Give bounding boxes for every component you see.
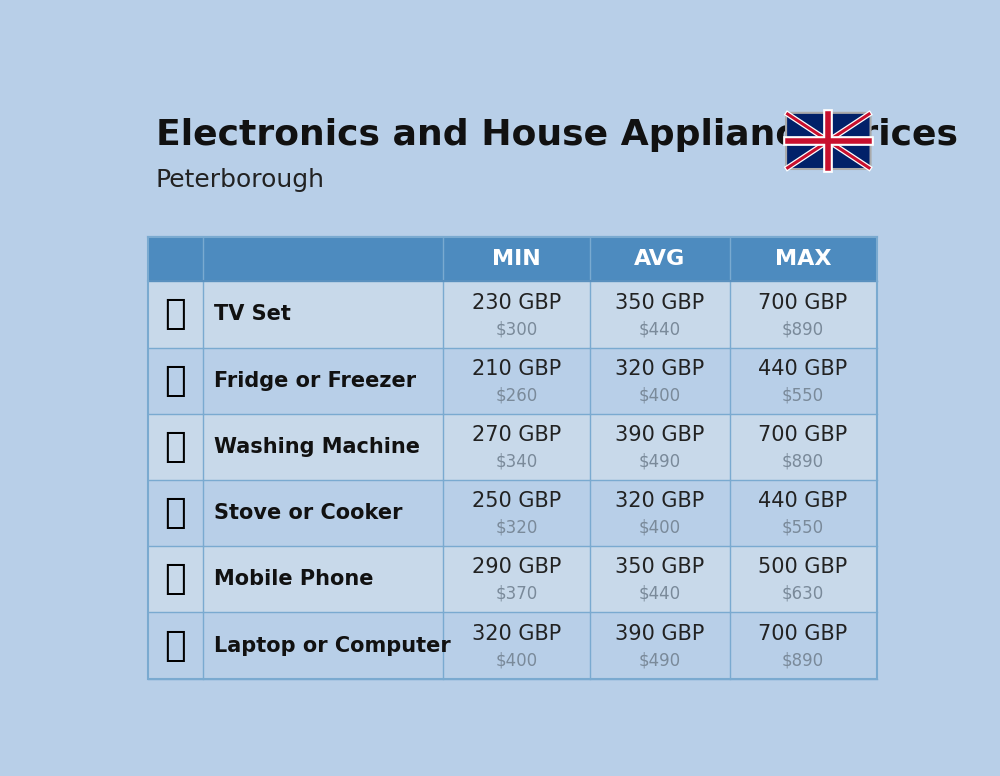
Text: $440: $440	[639, 585, 681, 603]
Text: Peterborough: Peterborough	[156, 168, 325, 192]
Text: $300: $300	[495, 320, 538, 338]
Text: 390 GBP: 390 GBP	[615, 624, 704, 643]
Text: 🍨: 🍨	[165, 364, 186, 397]
Text: 💻: 💻	[165, 629, 186, 663]
Text: 290 GBP: 290 GBP	[472, 557, 561, 577]
FancyBboxPatch shape	[148, 414, 877, 480]
Text: 230 GBP: 230 GBP	[472, 293, 561, 313]
Text: Stove or Cooker: Stove or Cooker	[214, 503, 403, 523]
Text: $630: $630	[782, 585, 824, 603]
Text: 440 GBP: 440 GBP	[759, 491, 848, 511]
Text: 250 GBP: 250 GBP	[472, 491, 561, 511]
Text: 🔥: 🔥	[165, 496, 186, 530]
FancyBboxPatch shape	[148, 480, 877, 546]
Text: $890: $890	[782, 320, 824, 338]
Text: $890: $890	[782, 651, 824, 669]
Text: TV Set: TV Set	[214, 304, 291, 324]
Text: Mobile Phone: Mobile Phone	[214, 570, 374, 589]
Text: $400: $400	[639, 518, 681, 537]
Text: 350 GBP: 350 GBP	[615, 293, 704, 313]
FancyBboxPatch shape	[148, 237, 877, 282]
FancyBboxPatch shape	[148, 348, 877, 414]
Text: 390 GBP: 390 GBP	[615, 425, 704, 445]
Text: $890: $890	[782, 452, 824, 470]
Text: $400: $400	[495, 651, 537, 669]
Text: 320 GBP: 320 GBP	[472, 624, 561, 643]
Text: 320 GBP: 320 GBP	[615, 359, 704, 379]
Text: 210 GBP: 210 GBP	[472, 359, 561, 379]
Text: MIN: MIN	[492, 249, 541, 269]
Text: $550: $550	[782, 386, 824, 404]
Text: 440 GBP: 440 GBP	[759, 359, 848, 379]
Text: $440: $440	[639, 320, 681, 338]
Text: 700 GBP: 700 GBP	[759, 293, 848, 313]
FancyBboxPatch shape	[148, 612, 877, 679]
Text: 320 GBP: 320 GBP	[615, 491, 704, 511]
Text: $400: $400	[639, 386, 681, 404]
FancyBboxPatch shape	[148, 546, 877, 612]
FancyBboxPatch shape	[148, 282, 877, 348]
Text: 700 GBP: 700 GBP	[759, 425, 848, 445]
Text: Fridge or Freezer: Fridge or Freezer	[214, 371, 416, 390]
Text: MAX: MAX	[775, 249, 831, 269]
Text: 500 GBP: 500 GBP	[759, 557, 848, 577]
Text: 🧷: 🧷	[165, 430, 186, 464]
Text: $320: $320	[495, 518, 538, 537]
Text: AVG: AVG	[634, 249, 685, 269]
Text: Laptop or Computer: Laptop or Computer	[214, 636, 451, 656]
Text: $370: $370	[495, 585, 538, 603]
Text: 700 GBP: 700 GBP	[759, 624, 848, 643]
Text: Electronics and House Appliance Prices: Electronics and House Appliance Prices	[156, 118, 958, 152]
Text: $340: $340	[495, 452, 538, 470]
FancyBboxPatch shape	[786, 113, 871, 169]
Text: 📱: 📱	[165, 563, 186, 596]
Text: 270 GBP: 270 GBP	[472, 425, 561, 445]
Text: Washing Machine: Washing Machine	[214, 437, 420, 457]
Text: $260: $260	[495, 386, 538, 404]
Text: 📺: 📺	[165, 297, 186, 331]
Text: $550: $550	[782, 518, 824, 537]
Text: $490: $490	[639, 651, 681, 669]
Text: 350 GBP: 350 GBP	[615, 557, 704, 577]
Text: $490: $490	[639, 452, 681, 470]
